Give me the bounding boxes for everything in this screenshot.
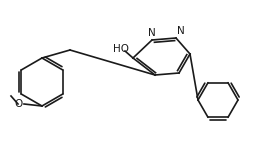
Text: HO: HO	[113, 44, 129, 54]
Text: N: N	[148, 28, 156, 38]
Text: N: N	[177, 26, 185, 36]
Text: O: O	[15, 99, 23, 109]
